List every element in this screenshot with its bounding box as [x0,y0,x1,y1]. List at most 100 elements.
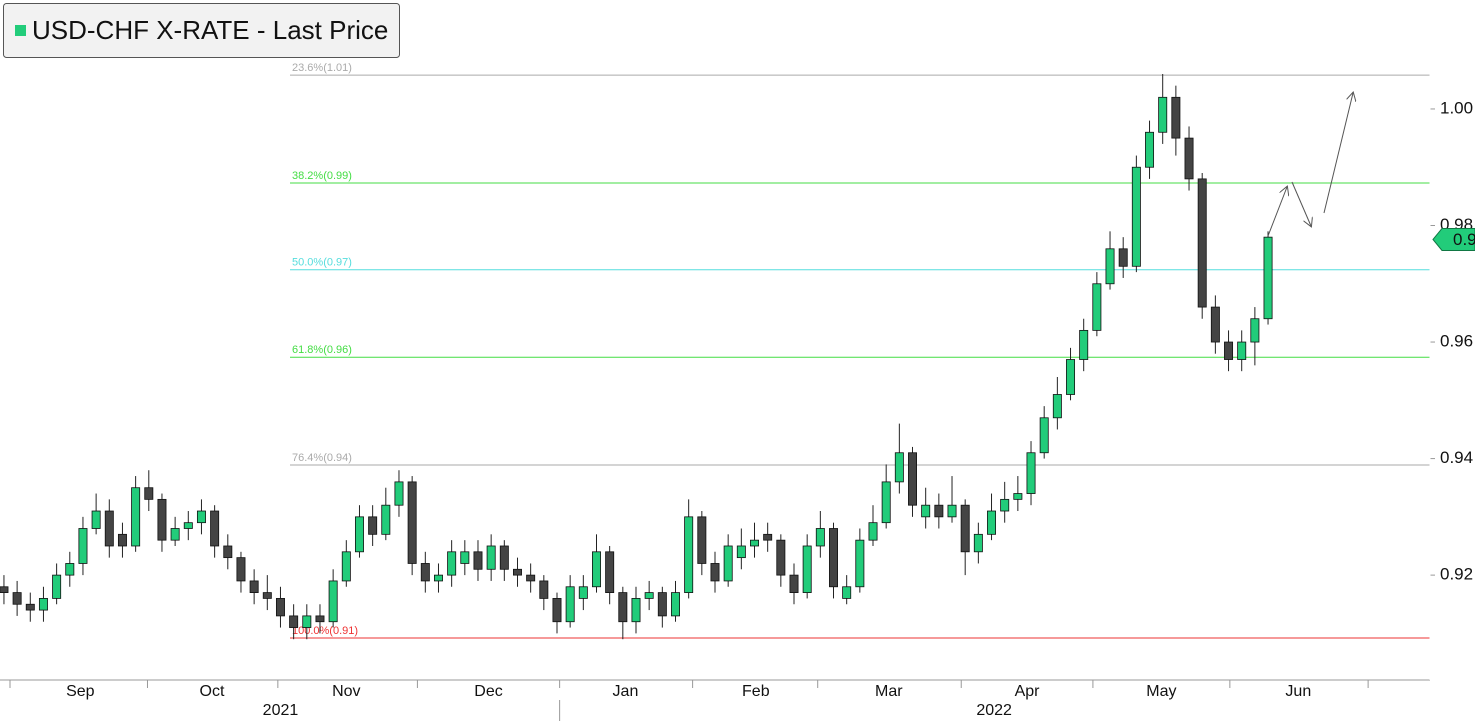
candle-body [302,615,312,628]
candle-body [1066,359,1076,395]
year-label: 2021 [263,702,299,719]
candle-body [1026,452,1036,494]
x-tick-label: Dec [474,683,502,700]
candle-body [1184,137,1194,180]
y-tick-label: 1.00 [1440,98,1473,117]
candle-body [592,551,601,588]
candle-body [947,504,957,518]
candle-body [618,592,628,623]
candle-body [513,568,522,576]
candle-body [855,539,865,588]
candle-body [473,551,483,570]
arrow [1291,181,1311,226]
candle-body [104,510,114,547]
candle-body [802,545,812,593]
candle-body [789,574,799,593]
title-box: USD-CHF X-RATE - Last Price [3,3,400,58]
candle-body [1158,96,1168,133]
candle-body [605,551,615,593]
candle-body [881,481,891,524]
candle-body [315,615,325,623]
candle-body [671,592,680,617]
fib-label: 38.2%(0.99) [292,170,352,182]
candle-body [117,533,127,547]
candle-body [394,481,404,506]
last-price-label: 0.98 [1453,230,1475,249]
candle-body [12,592,22,605]
candle-body [131,487,141,547]
candle-body [868,522,878,541]
candle-body [249,580,259,593]
candle-body [657,592,667,617]
candle-body [420,563,430,582]
candle-body [1079,329,1089,360]
arrow [1267,187,1287,237]
candle-body [1000,498,1010,512]
candle-body [196,510,206,524]
x-tick-label: Feb [742,683,770,700]
candle-body [736,545,746,559]
candle-body [223,545,233,559]
x-tick-label: Nov [332,683,360,700]
candle-body [289,615,299,628]
candle-body [170,528,180,541]
candle-body [960,504,970,553]
candle-body [842,586,852,599]
candle-body [908,452,917,506]
x-tick-label: May [1146,683,1176,700]
y-tick-label: 0.92 [1440,565,1473,584]
candle-body [38,598,48,611]
candle-body [354,516,364,553]
candle-body [684,516,694,593]
candle-body [723,545,733,582]
candle-body [0,586,9,593]
candle-body [987,510,997,535]
candle-body [921,504,931,518]
candle-body [78,528,88,564]
candle-body [934,504,944,518]
candle-body [433,574,443,582]
x-tick-label: Oct [200,683,225,700]
candle-body [829,528,838,588]
candle-body [1250,318,1260,343]
candle-body [52,574,62,599]
candle-body [1052,394,1062,419]
candle-body [328,580,338,623]
x-tick-label: Jan [613,683,639,700]
candle-body [144,487,154,500]
candle-body [460,551,470,564]
candle-body [710,563,720,582]
candle-body [341,551,351,582]
x-tick-label: Sep [66,683,95,700]
candle-body [25,603,35,611]
candle-body [578,586,588,599]
candle-body [1237,341,1247,360]
candle-body [750,539,759,547]
x-tick-label: Jun [1285,683,1311,700]
last-price-tag [1432,227,1475,251]
candle-body [1171,96,1181,139]
x-tick-label: Apr [1015,683,1041,700]
candle-body [183,522,193,529]
candle-body [91,510,101,529]
y-tick-label: 0.96 [1440,332,1473,351]
candle-body [815,528,825,547]
fib-label: 76.4%(0.94) [292,452,352,464]
fib-label: 23.6%(1.01) [292,62,352,74]
candle-body [368,516,378,535]
candle-body [499,545,509,570]
candle-body [275,598,285,617]
title-frame [3,3,400,58]
year-label: 2022 [976,702,1012,719]
candle-body [552,598,562,623]
candle-body [1145,131,1155,168]
candle-body [539,580,549,599]
legend-swatch [15,25,26,36]
candle-body [526,574,536,582]
hand-arrows [1267,93,1353,237]
candle-body [1118,248,1128,267]
candle-body [1105,248,1115,285]
candle-body [157,498,167,541]
candle-body [1092,283,1102,331]
